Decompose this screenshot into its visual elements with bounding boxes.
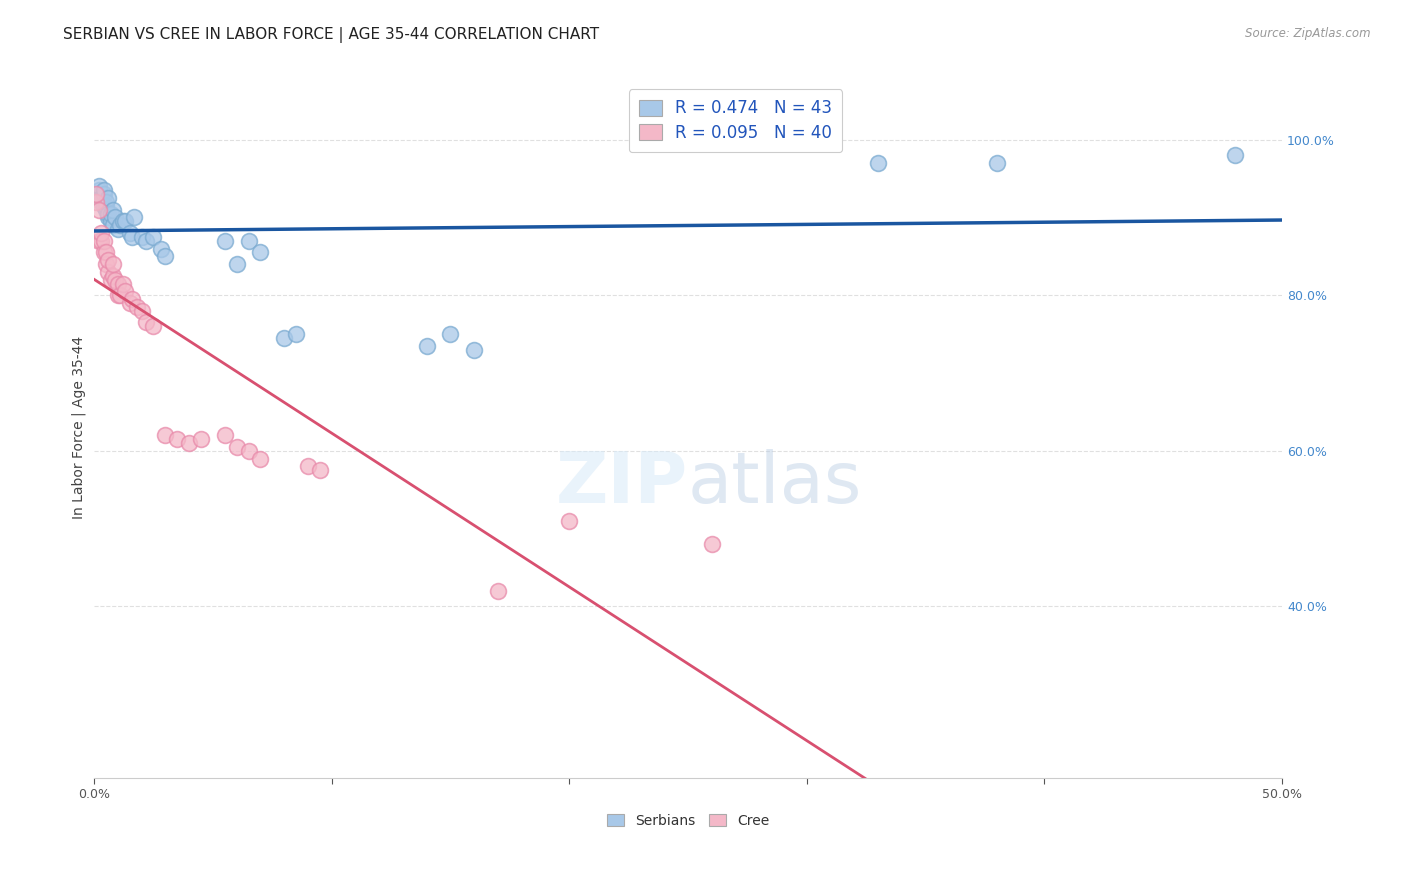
Point xyxy=(104,273,127,287)
Point xyxy=(87,234,110,248)
Point xyxy=(225,257,247,271)
Point xyxy=(94,245,117,260)
Point xyxy=(87,183,110,197)
Point xyxy=(142,319,165,334)
Point xyxy=(214,234,236,248)
Point xyxy=(86,187,108,202)
Point xyxy=(308,463,330,477)
Y-axis label: In Labor Force | Age 35-44: In Labor Force | Age 35-44 xyxy=(72,336,86,519)
Point xyxy=(238,234,260,248)
Point xyxy=(1223,148,1246,162)
Point xyxy=(86,187,108,202)
Point xyxy=(97,253,120,268)
Point xyxy=(249,245,271,260)
Point xyxy=(238,443,260,458)
Point xyxy=(101,219,124,233)
Point xyxy=(86,194,108,209)
Point xyxy=(558,514,581,528)
Point xyxy=(101,257,124,271)
Text: ZIP: ZIP xyxy=(555,449,688,518)
Point xyxy=(100,214,122,228)
Point xyxy=(93,187,115,202)
Point xyxy=(273,331,295,345)
Point xyxy=(297,459,319,474)
Point xyxy=(97,206,120,220)
Point xyxy=(87,179,110,194)
Point xyxy=(121,230,143,244)
Point xyxy=(179,436,201,450)
Point xyxy=(155,249,177,263)
Point xyxy=(225,440,247,454)
Point xyxy=(104,211,127,225)
Point xyxy=(155,428,177,442)
Point xyxy=(90,226,112,240)
Point xyxy=(166,432,188,446)
Point xyxy=(125,300,148,314)
Point xyxy=(111,277,134,291)
Point xyxy=(214,428,236,442)
Point xyxy=(121,292,143,306)
Point xyxy=(114,285,136,299)
Point xyxy=(108,288,131,302)
Point xyxy=(486,583,509,598)
Point xyxy=(131,230,153,244)
Point xyxy=(94,199,117,213)
Point xyxy=(107,222,129,236)
Point xyxy=(118,296,141,310)
Point xyxy=(107,288,129,302)
Point xyxy=(100,273,122,287)
Point xyxy=(124,211,146,225)
Point xyxy=(93,234,115,248)
Point xyxy=(94,194,117,209)
Point xyxy=(463,343,485,357)
Point xyxy=(100,206,122,220)
Point xyxy=(118,226,141,240)
Point xyxy=(93,199,115,213)
Point xyxy=(190,432,212,446)
Point xyxy=(108,219,131,233)
Point xyxy=(94,202,117,217)
Point xyxy=(93,183,115,197)
Point xyxy=(249,451,271,466)
Point xyxy=(97,265,120,279)
Point xyxy=(107,277,129,291)
Point xyxy=(101,268,124,283)
Point xyxy=(131,303,153,318)
Point xyxy=(135,234,157,248)
Point xyxy=(149,242,172,256)
Point xyxy=(285,327,308,342)
Point xyxy=(439,327,461,342)
Point xyxy=(90,234,112,248)
Legend: Serbians, Cree: Serbians, Cree xyxy=(602,808,775,834)
Point xyxy=(111,214,134,228)
Point xyxy=(114,214,136,228)
Text: SERBIAN VS CREE IN LABOR FORCE | AGE 35-44 CORRELATION CHART: SERBIAN VS CREE IN LABOR FORCE | AGE 35-… xyxy=(63,27,599,43)
Point xyxy=(90,191,112,205)
Point xyxy=(97,211,120,225)
Point xyxy=(135,316,157,330)
Text: atlas: atlas xyxy=(688,449,862,518)
Text: Source: ZipAtlas.com: Source: ZipAtlas.com xyxy=(1246,27,1371,40)
Point xyxy=(101,202,124,217)
Point xyxy=(94,257,117,271)
Point xyxy=(415,339,437,353)
Point xyxy=(97,191,120,205)
Point xyxy=(93,245,115,260)
Point xyxy=(90,194,112,209)
Point xyxy=(986,156,1008,170)
Point xyxy=(87,202,110,217)
Point xyxy=(142,230,165,244)
Point xyxy=(868,156,890,170)
Point xyxy=(700,537,723,551)
